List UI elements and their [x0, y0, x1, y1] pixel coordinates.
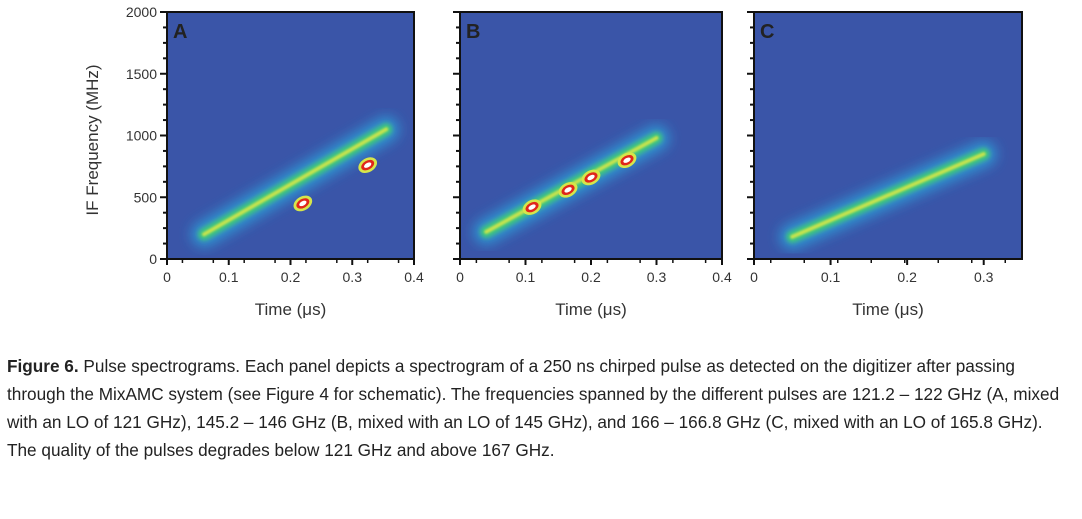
peak-1	[522, 199, 542, 215]
x-tick-label: 0	[456, 269, 464, 285]
peak-1	[293, 195, 313, 212]
x-tick-label: 0.4	[404, 269, 424, 285]
x-tick-label: 0.4	[712, 269, 732, 285]
x-tick-label: 0.1	[516, 269, 536, 285]
panel-letter: B	[466, 21, 480, 43]
y-tick-label: 2000	[126, 4, 157, 20]
peak-2	[358, 157, 378, 173]
panel-letter: C	[760, 21, 774, 43]
plot-background	[754, 12, 1022, 259]
x-tick-label: 0	[163, 269, 171, 285]
x-tick-label: 0.1	[821, 269, 841, 285]
y-tick-label: 0	[149, 251, 157, 267]
x-tick-label: 0.1	[219, 269, 239, 285]
x-axis-label: Time (μs)	[555, 300, 627, 319]
y-tick-label: 1500	[126, 66, 157, 82]
spectrogram-figure: IF Frequency (MHz) A 0 0.1 0.2 0.3 0.4 Time (μ…	[83, 4, 1023, 319]
caption-label: Figure 6.	[7, 356, 79, 376]
x-axis-label: Time (μs)	[852, 300, 924, 319]
peak-3	[581, 169, 601, 186]
chirp-core	[202, 127, 389, 237]
x-tick-label: 0.2	[897, 269, 917, 285]
panel-C: C 0 0.1 0.2 0.3 Time (μs)	[747, 11, 1023, 319]
peak-2	[558, 182, 578, 198]
y-tick-label: 1000	[126, 128, 157, 144]
y-axis-label: IF Frequency (MHz)	[83, 64, 102, 215]
x-tick-label: 0	[750, 269, 758, 285]
x-tick-label: 0.3	[974, 269, 994, 285]
x-tick-label: 0.3	[343, 269, 363, 285]
panel-A: A 0 0.1 0.2 0.3 0.4 Time (μs) 0 500 1000 1500 2000	[126, 4, 424, 319]
figure-caption: Figure 6. Pulse spectrograms. Each panel…	[7, 352, 1073, 464]
chirp-trace	[473, 124, 670, 245]
chirp-core	[790, 152, 986, 239]
y-tick-label: 500	[134, 189, 158, 205]
panel-letter: A	[173, 21, 187, 43]
x-tick-label: 0.2	[581, 269, 601, 285]
peak-4	[617, 152, 637, 169]
panel-B: B 0 0.1 0.2 0.3 0.4 Time (μs)	[453, 11, 732, 319]
x-tick-label: 0.3	[647, 269, 667, 285]
x-tick-label: 0.2	[281, 269, 301, 285]
chirp-trace	[779, 141, 997, 250]
chirp-trace	[191, 116, 400, 248]
x-axis-label: Time (μs)	[255, 300, 327, 319]
caption-text: Pulse spectrograms. Each panel depicts a…	[7, 356, 1060, 460]
